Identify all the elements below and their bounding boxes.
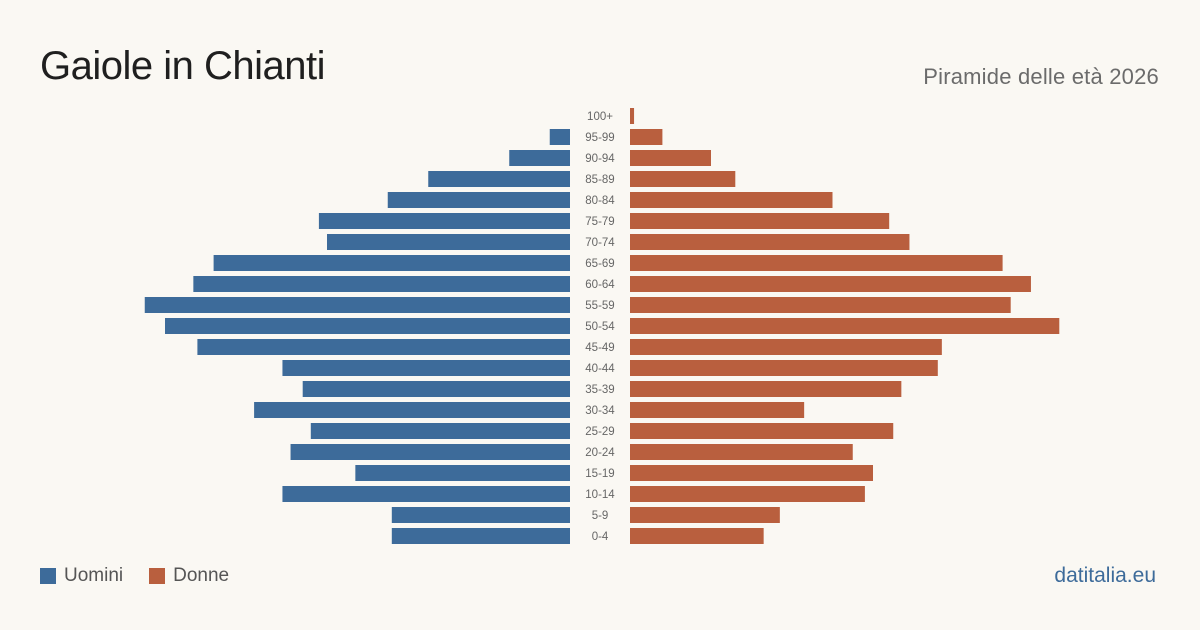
bar-men-10-14 xyxy=(282,486,570,502)
age-label-55-59: 55-59 xyxy=(585,300,614,312)
bar-women-65-69 xyxy=(630,255,1003,271)
bar-men-0-4 xyxy=(391,528,570,544)
bar-men-45-49 xyxy=(197,339,570,355)
bar-women-15-19 xyxy=(630,465,873,481)
bar-men-75-79 xyxy=(318,213,570,229)
bar-men-20-24 xyxy=(290,444,570,460)
age-label-45-49: 45-49 xyxy=(585,342,614,354)
bar-women-5-9 xyxy=(630,507,780,523)
bar-men-15-19 xyxy=(355,465,570,481)
bar-men-90-94 xyxy=(509,150,570,166)
bar-men-35-39 xyxy=(302,381,570,397)
age-label-80-84: 80-84 xyxy=(585,195,615,207)
bar-women-95-99 xyxy=(630,129,663,145)
bar-men-40-44 xyxy=(282,360,570,376)
bar-women-0-4 xyxy=(630,528,764,544)
bar-women-100plus xyxy=(630,108,635,124)
age-label-90-94: 90-94 xyxy=(585,153,615,165)
age-label-100plus: 100+ xyxy=(587,111,613,123)
bar-men-85-89 xyxy=(428,171,570,187)
age-label-85-89: 85-89 xyxy=(585,174,614,186)
bar-women-90-94 xyxy=(630,150,711,166)
age-label-25-29: 25-29 xyxy=(585,426,614,438)
bar-women-10-14 xyxy=(630,486,865,502)
age-label-60-64: 60-64 xyxy=(585,279,615,291)
bar-women-60-64 xyxy=(630,276,1031,292)
age-label-30-34: 30-34 xyxy=(585,405,615,417)
bar-women-70-74 xyxy=(630,234,910,250)
chart-subtitle: Piramide delle età 2026 xyxy=(923,64,1159,89)
legend: Uomini Donne xyxy=(40,565,255,587)
bar-men-5-9 xyxy=(391,507,570,523)
legend-item-men: Uomini xyxy=(40,565,123,587)
age-label-70-74: 70-74 xyxy=(585,237,615,249)
bar-women-85-89 xyxy=(630,171,736,187)
bar-women-45-49 xyxy=(630,339,942,355)
legend-item-women: Donne xyxy=(149,565,229,587)
bar-women-20-24 xyxy=(630,444,853,460)
age-label-65-69: 65-69 xyxy=(585,258,614,270)
bar-women-80-84 xyxy=(630,192,833,208)
legend-label-men: Uomini xyxy=(64,565,124,586)
age-label-35-39: 35-39 xyxy=(585,384,614,396)
age-label-75-79: 75-79 xyxy=(585,216,614,228)
age-label-50-54: 50-54 xyxy=(585,321,615,333)
bar-men-50-54 xyxy=(165,318,570,334)
bar-women-25-29 xyxy=(630,423,894,439)
age-label-40-44: 40-44 xyxy=(585,363,615,375)
site-link[interactable]: datitalia.eu xyxy=(1054,564,1156,587)
bar-men-95-99 xyxy=(549,129,570,145)
bar-women-50-54 xyxy=(630,318,1060,334)
bar-women-35-39 xyxy=(630,381,902,397)
bar-men-25-29 xyxy=(310,423,570,439)
bar-men-55-59 xyxy=(144,297,570,313)
bar-men-80-84 xyxy=(387,192,570,208)
bar-women-30-34 xyxy=(630,402,805,418)
age-label-10-14: 10-14 xyxy=(585,489,615,501)
chart-title: Gaiole in Chianti xyxy=(40,44,326,88)
bar-men-60-64 xyxy=(193,276,570,292)
bar-men-30-34 xyxy=(254,402,570,418)
age-label-15-19: 15-19 xyxy=(585,468,614,480)
legend-swatch-women xyxy=(149,568,166,584)
age-label-20-24: 20-24 xyxy=(585,447,615,459)
bar-men-65-69 xyxy=(213,255,570,271)
bar-women-55-59 xyxy=(630,297,1011,313)
legend-label-women: Donne xyxy=(173,565,230,586)
legend-swatch-men xyxy=(40,568,56,584)
bar-men-70-74 xyxy=(327,234,570,250)
bar-women-40-44 xyxy=(630,360,938,376)
bar-women-75-79 xyxy=(630,213,890,229)
age-label-0-4: 0-4 xyxy=(592,531,609,543)
age-label-95-99: 95-99 xyxy=(585,132,614,144)
age-label-5-9: 5-9 xyxy=(592,510,609,522)
